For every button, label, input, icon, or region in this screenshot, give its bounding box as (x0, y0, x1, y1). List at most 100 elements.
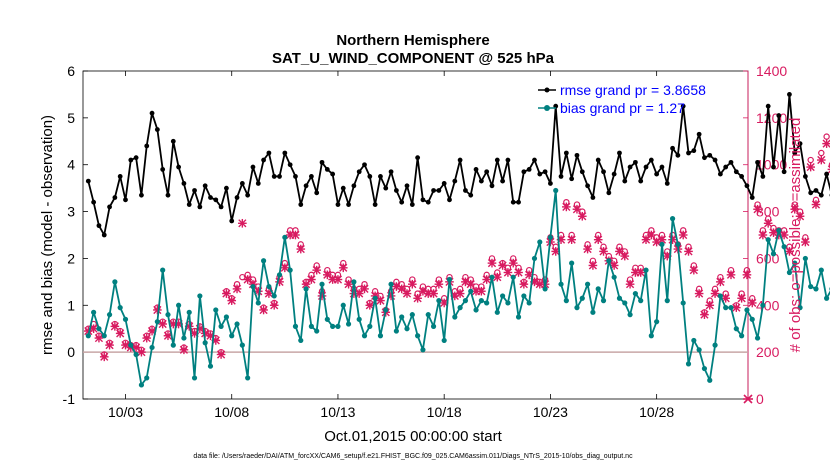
bias-point (760, 302, 766, 308)
rmse-point (261, 157, 266, 163)
obs-assimilated-point (301, 279, 311, 289)
obs-assimilated-point (508, 258, 518, 268)
rmse-point (595, 157, 601, 163)
rmse-point (420, 197, 426, 203)
bias-point (138, 382, 145, 388)
obs-possible-point (818, 149, 825, 157)
series-rmse (85, 92, 830, 238)
obs-possible-point (807, 156, 814, 164)
bias-point (186, 309, 192, 315)
rmse-point (818, 192, 824, 198)
obs-assimilated-point (158, 319, 167, 329)
rmse-point (186, 202, 192, 207)
bias-point (260, 258, 267, 264)
obs-assimilated-point (466, 279, 476, 289)
right-y-tick-label: 800 (756, 204, 780, 220)
rmse-point (670, 145, 675, 151)
rmse-point (696, 131, 702, 137)
x-tick-label: 10/13 (320, 404, 355, 420)
rmse-point (91, 199, 97, 205)
obs-assimilated-point (179, 345, 189, 355)
bias-point (314, 328, 320, 334)
bias-point (643, 267, 649, 273)
rmse-point (255, 181, 261, 186)
bias-point (425, 312, 431, 318)
x-axis-label: Oct.01,2015 00:00:00 start (324, 428, 502, 445)
bias-point (383, 307, 389, 313)
obs-assimilated-point (519, 279, 529, 289)
obs-assimilated-point (434, 279, 444, 289)
obs-assimilated-point (742, 270, 752, 280)
obs-assimilated-point (668, 235, 677, 245)
rmse-point (378, 174, 383, 179)
rmse-point (638, 178, 644, 184)
right-y-tick-label: 1200 (756, 110, 787, 126)
rmse-point (383, 185, 389, 191)
bias-point (776, 227, 782, 233)
rmse-point (585, 183, 590, 189)
rmse-point (293, 174, 298, 179)
bias-point (675, 241, 681, 247)
obs-assimilated-point (694, 289, 704, 298)
bias-point (521, 293, 527, 299)
obs-assimilated-point (514, 268, 523, 277)
obs-assimilated-point (110, 322, 120, 331)
x-tick-label: 10/23 (533, 404, 568, 420)
bias-point (510, 274, 516, 280)
rmse-point (425, 199, 431, 205)
rmse-point (797, 141, 803, 147)
bias-point (457, 305, 463, 311)
rmse-point (505, 157, 511, 163)
rmse-point (372, 202, 378, 207)
rmse-point (632, 159, 638, 165)
rmse-point (213, 197, 219, 203)
bias-point (197, 293, 203, 299)
rmse-point (335, 202, 341, 207)
rmse-point (367, 174, 373, 179)
bias-point (462, 298, 469, 304)
rmse-point (526, 167, 532, 172)
bias-point (377, 333, 384, 339)
rmse-point (176, 164, 182, 170)
rmse-point (489, 183, 495, 189)
bias-point (717, 293, 723, 299)
rmse-point (569, 176, 575, 182)
rmse-point (393, 188, 399, 193)
bias-point (542, 286, 548, 292)
bias-point (160, 267, 166, 273)
obs-assimilated-point (407, 279, 417, 289)
obs-assimilated-point (498, 261, 507, 270)
obs-assimilated-point (795, 211, 805, 221)
bias-point (234, 321, 240, 327)
rmse-point (266, 150, 272, 156)
obs-assimilated-point (333, 275, 343, 284)
obs-assimilated-point (620, 251, 630, 261)
rmse-point (648, 157, 654, 163)
obs-assimilated-point (477, 286, 486, 296)
rmse-point (558, 174, 564, 179)
bias-point (324, 316, 330, 322)
bias-point (664, 298, 670, 304)
rmse-point (824, 171, 830, 177)
bias-point (191, 375, 198, 381)
bias-point (106, 312, 113, 318)
bias-point (547, 234, 554, 240)
bias-point (797, 305, 803, 311)
rmse-point (611, 171, 617, 177)
series-obs-assimilated (83, 139, 830, 404)
rmse-point (590, 195, 596, 200)
rmse-point (128, 157, 134, 163)
bias-point (616, 295, 623, 301)
bias-point (96, 326, 102, 332)
bias-point (574, 305, 580, 311)
rmse-point (579, 169, 585, 175)
rmse-point (330, 171, 336, 177)
left-y-tick-label: 0 (67, 344, 75, 360)
bias-point (287, 267, 293, 273)
rmse-point (340, 185, 346, 191)
bias-point (749, 316, 755, 322)
bias-point (308, 323, 314, 329)
bias-point (537, 239, 543, 245)
obs-assimilated-point (216, 350, 226, 359)
bias-point (584, 281, 591, 287)
